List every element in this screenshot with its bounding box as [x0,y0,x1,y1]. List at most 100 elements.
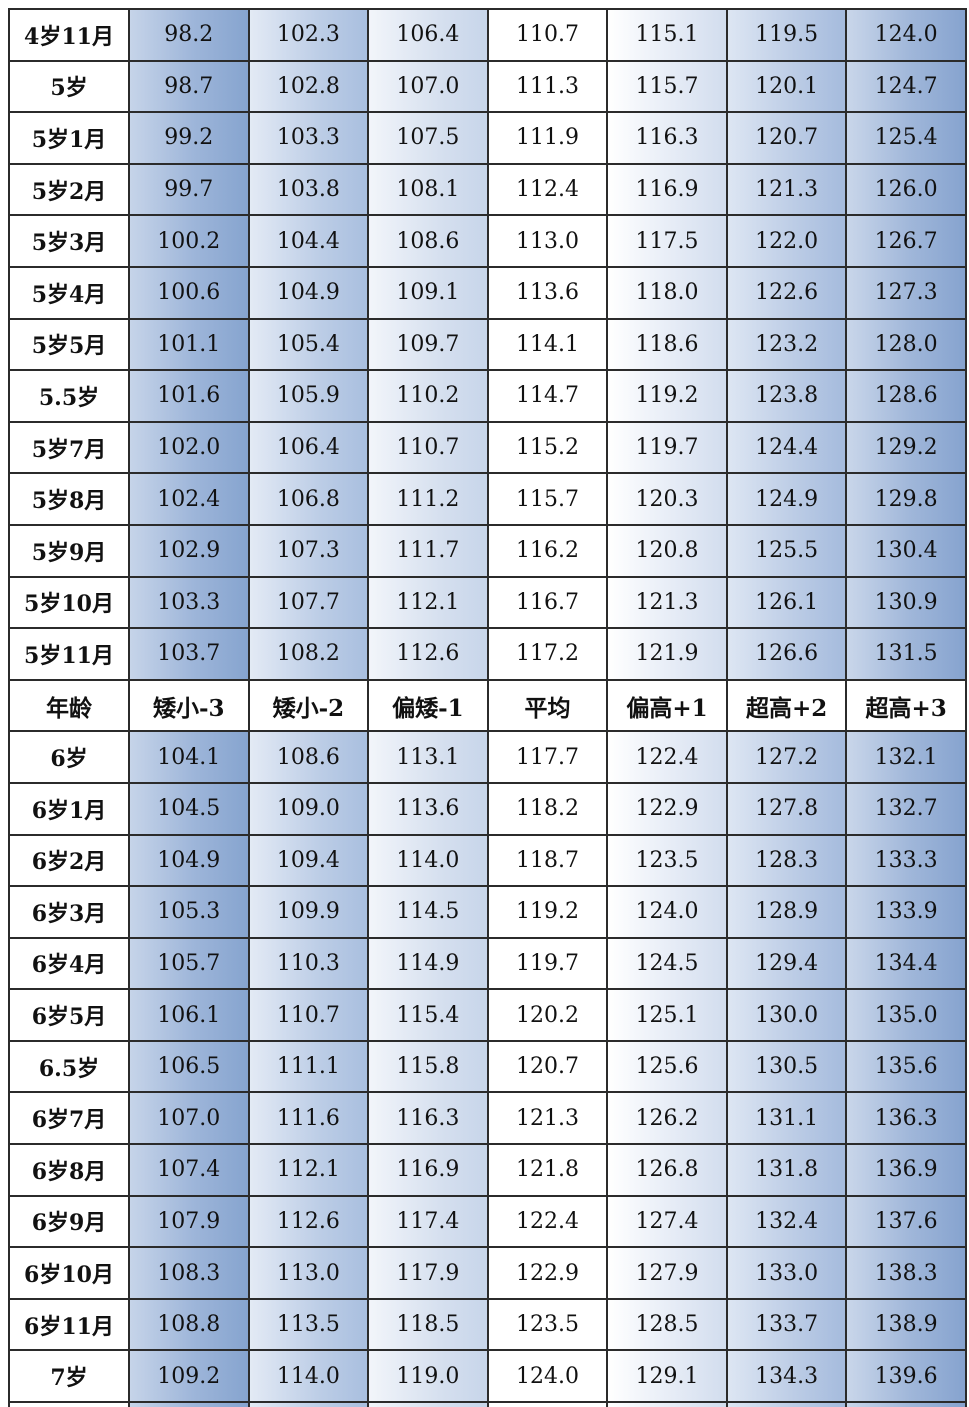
height-value-cell: 128.6 [845,369,967,423]
height-value-cell: 100.2 [128,214,250,268]
table-row: 6岁 104.1 108.6 113.1 117.7 122.4 127.2 132.1 [8,730,967,784]
cut-off-cell [367,1401,489,1407]
table-row: 6岁10月 108.3 113.0 117.9 122.9 127.9 133.0 138.3 [8,1246,967,1300]
height-value-cell: 114.5 [367,885,489,939]
height-value-cell: 117.9 [367,1246,489,1300]
height-value-cell: 131.8 [725,1143,848,1197]
height-value-cell: 125.4 [845,111,967,165]
height-value-cell: 129.2 [845,420,967,475]
height-value-cell: 107.5 [367,111,489,165]
height-value-cell: 118.7 [486,833,609,888]
table-row: 5岁11月 103.7 108.2 112.6 117.2 121.9 126.6 131.5 [8,627,967,681]
height-value-cell: 114.1 [486,317,609,372]
height-value-cell: 130.9 [845,575,967,630]
cut-off-cell [128,1401,250,1407]
height-value-cell: 116.3 [367,1091,489,1146]
height-value-cell: 121.3 [725,162,848,217]
age-cell: 6岁2月 [8,833,130,888]
height-value-cell: 110.7 [247,988,370,1042]
table-row: 6岁7月 107.0 111.6 116.3 121.3 126.2 131.1 136.3 [8,1091,967,1146]
height-value-cell: 113.6 [367,781,489,836]
height-value-cell: 123.5 [486,1297,609,1352]
age-cell: 5岁11月 [8,627,130,681]
age-cell: 6岁5月 [8,988,130,1042]
column-header: 偏高+1 [606,678,728,733]
height-value-cell: 102.8 [247,59,370,114]
cut-off-cell [606,1401,728,1407]
height-value-cell: 107.9 [128,1194,250,1249]
height-value-cell: 131.1 [725,1091,848,1146]
age-cell: 5岁 [8,59,130,114]
column-header: 年龄 [8,678,130,733]
height-value-cell: 132.7 [845,781,967,836]
height-value-cell: 119.0 [367,1349,489,1404]
height-value-cell: 112.4 [486,162,609,217]
height-value-cell: 112.6 [367,627,489,681]
height-value-cell: 129.8 [845,472,967,526]
table-row: 7岁 109.2 114.0 119.0 124.0 129.1 134.3 139.6 [8,1349,967,1404]
height-value-cell: 129.4 [725,936,848,991]
height-value-cell: 123.2 [725,317,848,372]
height-value-cell: 106.8 [247,472,370,526]
height-value-cell: 118.6 [606,317,728,372]
height-value-cell: 101.1 [128,317,250,372]
height-value-cell: 120.7 [725,111,848,165]
height-value-cell: 112.1 [367,575,489,630]
height-value-cell: 118.0 [606,265,728,320]
table-row: 5岁8月 102.4 106.8 111.2 115.7 120.3 124.9 129.8 [8,472,967,526]
height-value-cell: 122.6 [725,265,848,320]
height-value-cell: 126.2 [606,1091,728,1146]
height-value-cell: 139.6 [845,1349,967,1404]
height-value-cell: 116.3 [606,111,728,165]
height-value-cell: 126.7 [845,214,967,268]
height-value-cell: 133.7 [725,1297,848,1352]
table-row: 5岁2月 99.7 103.8 108.1 112.4 116.9 121.3 126.0 [8,162,967,217]
height-value-cell: 107.0 [367,59,489,114]
height-value-cell: 107.3 [247,523,370,578]
table-row: 5.5岁 101.6 105.9 110.2 114.7 119.2 123.8 128.6 [8,369,967,423]
height-value-cell: 114.0 [367,833,489,888]
height-value-cell: 105.7 [128,936,250,991]
height-value-cell: 103.3 [247,111,370,165]
age-cell: 5岁3月 [8,214,130,268]
height-value-cell: 105.4 [247,317,370,372]
height-value-cell: 114.9 [367,936,489,991]
height-value-cell: 111.7 [367,523,489,578]
height-value-cell: 112.1 [247,1143,370,1197]
height-value-cell: 122.4 [606,730,728,784]
age-cell: 5岁5月 [8,317,130,372]
height-value-cell: 115.7 [486,472,609,526]
age-cell: 6岁10月 [8,1246,130,1300]
table-row: 6.5岁 106.5 111.1 115.8 120.7 125.6 130.5 135.6 [8,1039,967,1094]
height-value-cell: 113.6 [486,265,609,320]
age-cell: 5.5岁 [8,369,130,423]
height-value-cell: 111.2 [367,472,489,526]
age-cell: 6岁 [8,730,130,784]
height-value-cell: 127.2 [725,730,848,784]
height-value-cell: 107.4 [128,1143,250,1197]
height-table: 4岁11月 98.2 102.3 106.4 110.7 115.1 119.5 124.0 5… [8,8,967,1407]
height-value-cell: 116.9 [606,162,728,217]
height-value-cell: 114.0 [247,1349,370,1404]
height-value-cell: 116.2 [486,523,609,578]
height-value-cell: 122.4 [486,1194,609,1249]
cut-off-cell [845,1401,967,1407]
height-value-cell: 127.9 [606,1246,728,1300]
height-value-cell: 135.0 [845,988,967,1042]
table-row: 6岁3月 105.3 109.9 114.5 119.2 124.0 128.9 133.9 [8,885,967,939]
height-value-cell: 116.7 [486,575,609,630]
table-body: 4岁11月 98.2 102.3 106.4 110.7 115.1 119.5 124.0 5… [8,8,967,1407]
cut-off-cell [486,1401,609,1407]
height-value-cell: 127.4 [606,1194,728,1249]
height-value-cell: 119.7 [486,936,609,991]
height-value-cell: 117.7 [486,730,609,784]
age-cell: 5岁2月 [8,162,130,217]
height-value-cell: 103.8 [247,162,370,217]
height-value-cell: 117.2 [486,627,609,681]
height-value-cell: 109.7 [367,317,489,372]
age-cell: 6.5岁 [8,1039,130,1094]
height-value-cell: 98.2 [128,8,250,62]
height-value-cell: 111.6 [247,1091,370,1146]
age-cell: 6岁11月 [8,1297,130,1352]
table-row: 6岁11月 108.8 113.5 118.5 123.5 128.5 133.7 138.9 [8,1297,967,1352]
